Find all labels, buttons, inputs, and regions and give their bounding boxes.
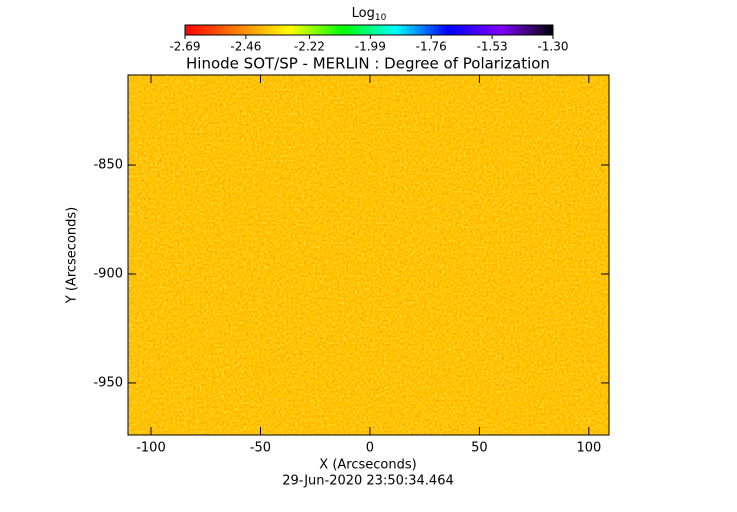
x-tick-label: 100 (576, 441, 601, 456)
colorbar-tick-label: -2.22 (294, 40, 325, 54)
footer-date: 29-Jun-2020 23:50:34.464 (282, 474, 454, 489)
colorbar-tick-label: -1.76 (416, 40, 447, 54)
colorbar (184, 24, 554, 36)
colorbar-tick-label: -2.46 (230, 40, 261, 54)
colorbar-tick-label: -1.53 (477, 40, 508, 54)
colorbar-tick-label: -2.69 (169, 40, 200, 54)
x-axis-label: X (Arcseconds) (319, 458, 416, 473)
x-tick-label: 50 (471, 441, 488, 456)
x-tick-label: 0 (366, 441, 374, 456)
y-axis-label: Y (Arcseconds) (65, 207, 80, 304)
colorbar-tick-label: -1.99 (355, 40, 386, 54)
colorbar-label: Log10 (352, 6, 387, 23)
y-tick-label: -850 (93, 158, 123, 173)
colorbar-tick-label: -1.30 (537, 40, 568, 54)
y-tick-label: -900 (93, 266, 123, 281)
plot-frame (127, 74, 610, 436)
x-tick-label: -50 (250, 441, 271, 456)
polarization-map (128, 75, 609, 435)
x-tick-label: -100 (136, 441, 166, 456)
chart-title: Hinode SOT/SP - MERLIN : Degree of Polar… (186, 55, 550, 73)
y-tick-label: -950 (93, 375, 123, 390)
